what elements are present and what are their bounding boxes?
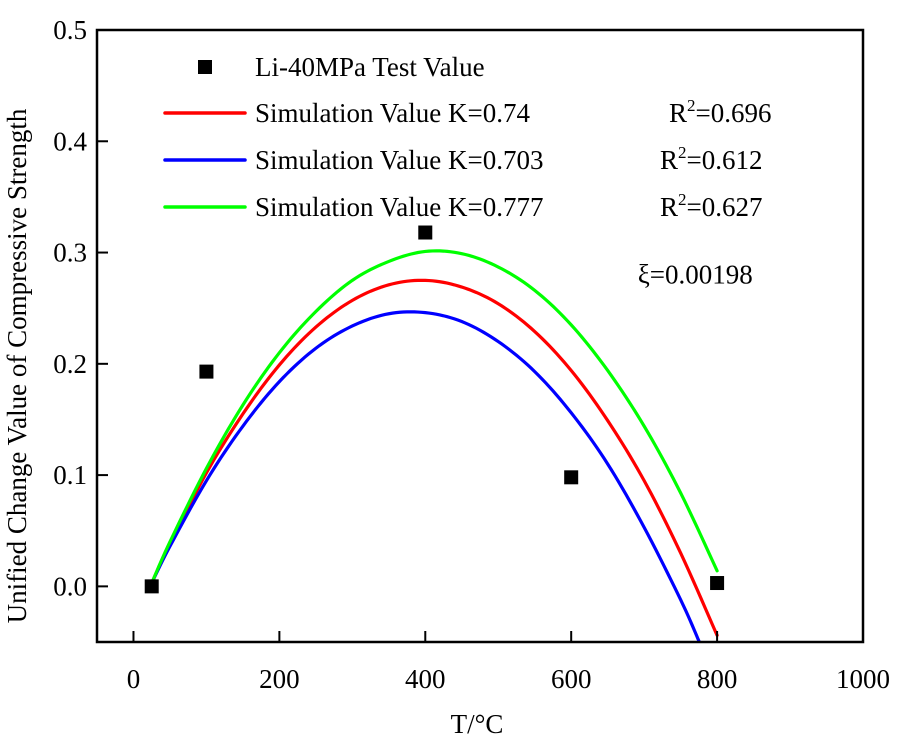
x-tick-label: 0	[127, 664, 141, 694]
legend-label-1: Simulation Value K=0.74	[255, 98, 530, 128]
y-axis-title: Unified Change Value of Compressive Stre…	[2, 108, 32, 623]
legend-label-test-value: Li-40MPa Test Value	[255, 52, 485, 82]
data-point	[144, 579, 159, 594]
legend-label-3: Simulation Value K=0.777	[255, 192, 543, 222]
legend-r2-1: R2=0.696	[669, 96, 772, 128]
x-tick-label: 600	[551, 664, 592, 694]
legend-r2-3: R2=0.627	[660, 190, 763, 222]
x-tick-label: 800	[697, 664, 738, 694]
annotation-xi: ξ=0.00198	[638, 259, 753, 289]
legend-r2-2: R2=0.612	[660, 143, 763, 175]
legend-label-2: Simulation Value K=0.703	[255, 145, 543, 175]
x-tick-label: 200	[259, 664, 300, 694]
legend-marker-square	[198, 60, 212, 74]
series-line-1	[150, 278, 719, 637]
axes: 0 200 400 600 800 1000 0.0 0.1 0.2 0.3 0.4 0.5	[53, 15, 890, 694]
plot-frame	[95, 28, 865, 644]
x-tick-label: 400	[405, 664, 446, 694]
data-point	[418, 225, 433, 240]
data-point	[710, 576, 725, 591]
series-line-3	[150, 249, 719, 585]
data-point	[564, 470, 579, 485]
series-line-2	[150, 310, 701, 642]
data-point	[199, 364, 214, 379]
y-tick-label: 0.0	[53, 571, 87, 601]
y-tick-label: 0.2	[53, 349, 87, 379]
y-tick-label: 0.4	[53, 126, 87, 156]
plot-area	[144, 225, 725, 642]
y-tick-label: 0.1	[53, 460, 87, 490]
x-tick-label: 1000	[836, 664, 890, 694]
legend: Li-40MPa Test Value Simulation Value K=0.…	[163, 52, 772, 222]
x-axis-title: T/°C	[451, 709, 504, 739]
y-tick-label: 0.3	[53, 238, 87, 268]
y-tick-label: 0.5	[53, 15, 87, 45]
